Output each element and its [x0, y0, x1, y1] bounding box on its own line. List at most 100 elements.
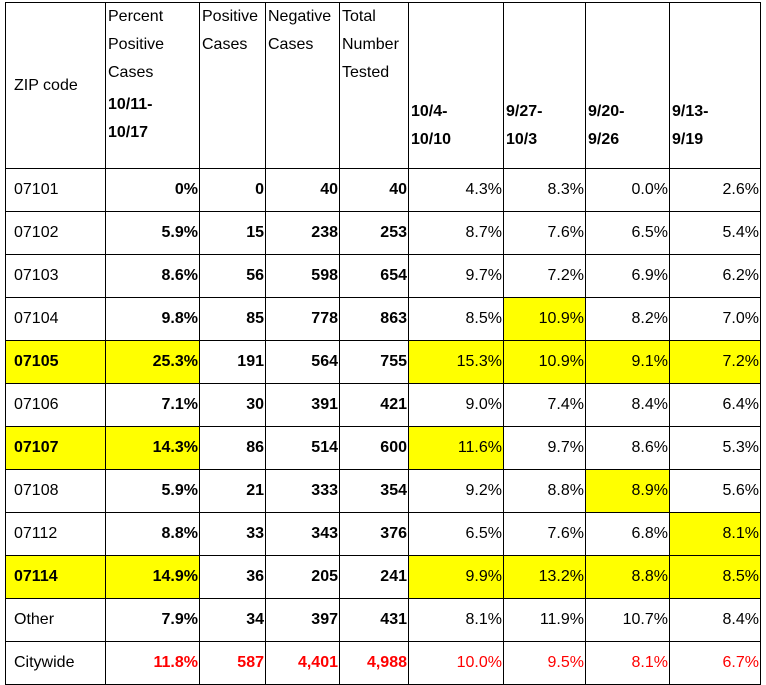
cell-w1: 10.0% [408, 641, 504, 685]
cell-w4: 7.0% [669, 297, 761, 341]
cell-pct: 7.9% [105, 598, 200, 642]
cell-total: 755 [339, 340, 409, 384]
citywide-row: Citywide 11.8% 587 4,401 4,988 10.0% 9.5% 8.1% 6… [5, 641, 761, 685]
cell-w3: 6.5% [585, 211, 670, 255]
cell-w1: 9.0% [408, 383, 504, 427]
cell-w1: 9.2% [408, 469, 504, 513]
cell-total: 376 [339, 512, 409, 556]
cell-w4: 6.2% [669, 254, 761, 298]
cell-pos: 85 [199, 297, 266, 341]
table-row: 07102 5.9% 15 238 253 8.7% 7.6% 6.5% 5.4% [5, 211, 761, 255]
header-negative-cases: Negative Cases [265, 2, 340, 169]
cell-w1: 8.1% [408, 598, 504, 642]
cell-w2: 7.6% [503, 512, 586, 556]
cell-w4: 5.3% [669, 426, 761, 470]
cell-w1: 9.9% [408, 555, 504, 599]
header-total-tested: Total Number Tested [339, 2, 409, 169]
table-row: 07103 8.6% 56 598 654 9.7% 7.2% 6.9% 6.2% [5, 254, 761, 298]
table-row: 07107 14.3% 86 514 600 11.6% 9.7% 8.6% 5.3% [5, 426, 761, 470]
cell-zip: 07112 [5, 512, 106, 556]
cell-zip: 07105 [5, 340, 106, 384]
cell-zip: 07104 [5, 297, 106, 341]
cell-zip: 07108 [5, 469, 106, 513]
cell-w2: 7.2% [503, 254, 586, 298]
cell-neg: 333 [265, 469, 340, 513]
cell-zip: 07107 [5, 426, 106, 470]
cell-w3: 0.0% [585, 168, 670, 212]
cell-w1: 11.6% [408, 426, 504, 470]
cell-w1: 15.3% [408, 340, 504, 384]
cell-pos: 30 [199, 383, 266, 427]
cell-w1: 6.5% [408, 512, 504, 556]
cell-w3: 8.8% [585, 555, 670, 599]
cell-w3: 6.8% [585, 512, 670, 556]
cell-w1: 8.5% [408, 297, 504, 341]
cell-w3: 8.4% [585, 383, 670, 427]
table-row: Other 7.9% 34 397 431 8.1% 11.9% 10.7% 8.4% [5, 598, 761, 642]
table-row: 07114 14.9% 36 205 241 9.9% 13.2% 8.8% 8.5% [5, 555, 761, 599]
header-positive-cases: Positive Cases [199, 2, 266, 169]
cell-total: 421 [339, 383, 409, 427]
header-zip-code: ZIP code [5, 2, 106, 169]
cell-pct: 11.8% [105, 641, 200, 685]
cell-w3: 6.9% [585, 254, 670, 298]
cell-w3: 10.7% [585, 598, 670, 642]
cell-neg: 343 [265, 512, 340, 556]
header-period-current: 10/11- 10/17 [108, 96, 153, 141]
cell-zip: Citywide [5, 641, 106, 685]
cell-w2: 8.3% [503, 168, 586, 212]
cell-w2: 13.2% [503, 555, 586, 599]
cell-w3: 8.1% [585, 641, 670, 685]
cell-pct: 5.9% [105, 469, 200, 513]
cell-pos: 36 [199, 555, 266, 599]
cell-zip: 07106 [5, 383, 106, 427]
cell-neg: 514 [265, 426, 340, 470]
cell-w4: 5.6% [669, 469, 761, 513]
cell-w2: 10.9% [503, 340, 586, 384]
cell-zip: 07114 [5, 555, 106, 599]
table-row: 07101 0% 0 40 40 4.3% 8.3% 0.0% 2.6% [5, 168, 761, 212]
cell-total: 863 [339, 297, 409, 341]
cell-neg: 391 [265, 383, 340, 427]
table-row: 07108 5.9% 21 333 354 9.2% 8.8% 8.9% 5.6% [5, 469, 761, 513]
cell-neg: 238 [265, 211, 340, 255]
cell-w4: 5.4% [669, 211, 761, 255]
cell-pct: 0% [105, 168, 200, 212]
cell-w3: 8.6% [585, 426, 670, 470]
cell-zip: 07103 [5, 254, 106, 298]
cell-total: 354 [339, 469, 409, 513]
cell-w2: 8.8% [503, 469, 586, 513]
cell-pos: 86 [199, 426, 266, 470]
cell-neg: 397 [265, 598, 340, 642]
cell-w4: 8.5% [669, 555, 761, 599]
table-row: 07106 7.1% 30 391 421 9.0% 7.4% 8.4% 6.4% [5, 383, 761, 427]
header-week-4: 9/13- 9/19 [669, 2, 761, 169]
cell-w4: 8.1% [669, 512, 761, 556]
header-week-1: 10/4- 10/10 [408, 2, 504, 169]
cell-neg: 4,401 [265, 641, 340, 685]
cell-pct: 14.3% [105, 426, 200, 470]
cell-pct: 9.8% [105, 297, 200, 341]
zip-positivity-table: ZIP code Percent Positive Cases 10/11- 1… [5, 2, 761, 685]
cell-neg: 564 [265, 340, 340, 384]
cell-w2: 9.7% [503, 426, 586, 470]
cell-w3: 9.1% [585, 340, 670, 384]
cell-pos: 587 [199, 641, 266, 685]
header-percent-positive: Percent Positive Cases 10/11- 10/17 [105, 2, 200, 169]
header-week-3: 9/20- 9/26 [585, 2, 670, 169]
cell-total: 431 [339, 598, 409, 642]
cell-w4: 6.7% [669, 641, 761, 685]
cell-w4: 2.6% [669, 168, 761, 212]
cell-neg: 778 [265, 297, 340, 341]
cell-w4: 8.4% [669, 598, 761, 642]
cell-pct: 8.8% [105, 512, 200, 556]
header-percent-positive-label: Percent Positive Cases [108, 8, 165, 81]
cell-zip: 07101 [5, 168, 106, 212]
table-row: 07112 8.8% 33 343 376 6.5% 7.6% 6.8% 8.1% [5, 512, 761, 556]
cell-w1: 8.7% [408, 211, 504, 255]
cell-w2: 7.6% [503, 211, 586, 255]
cell-neg: 205 [265, 555, 340, 599]
table-row: 07105 25.3% 191 564 755 15.3% 10.9% 9.1% 7.2% [5, 340, 761, 384]
cell-pos: 34 [199, 598, 266, 642]
cell-w2: 7.4% [503, 383, 586, 427]
